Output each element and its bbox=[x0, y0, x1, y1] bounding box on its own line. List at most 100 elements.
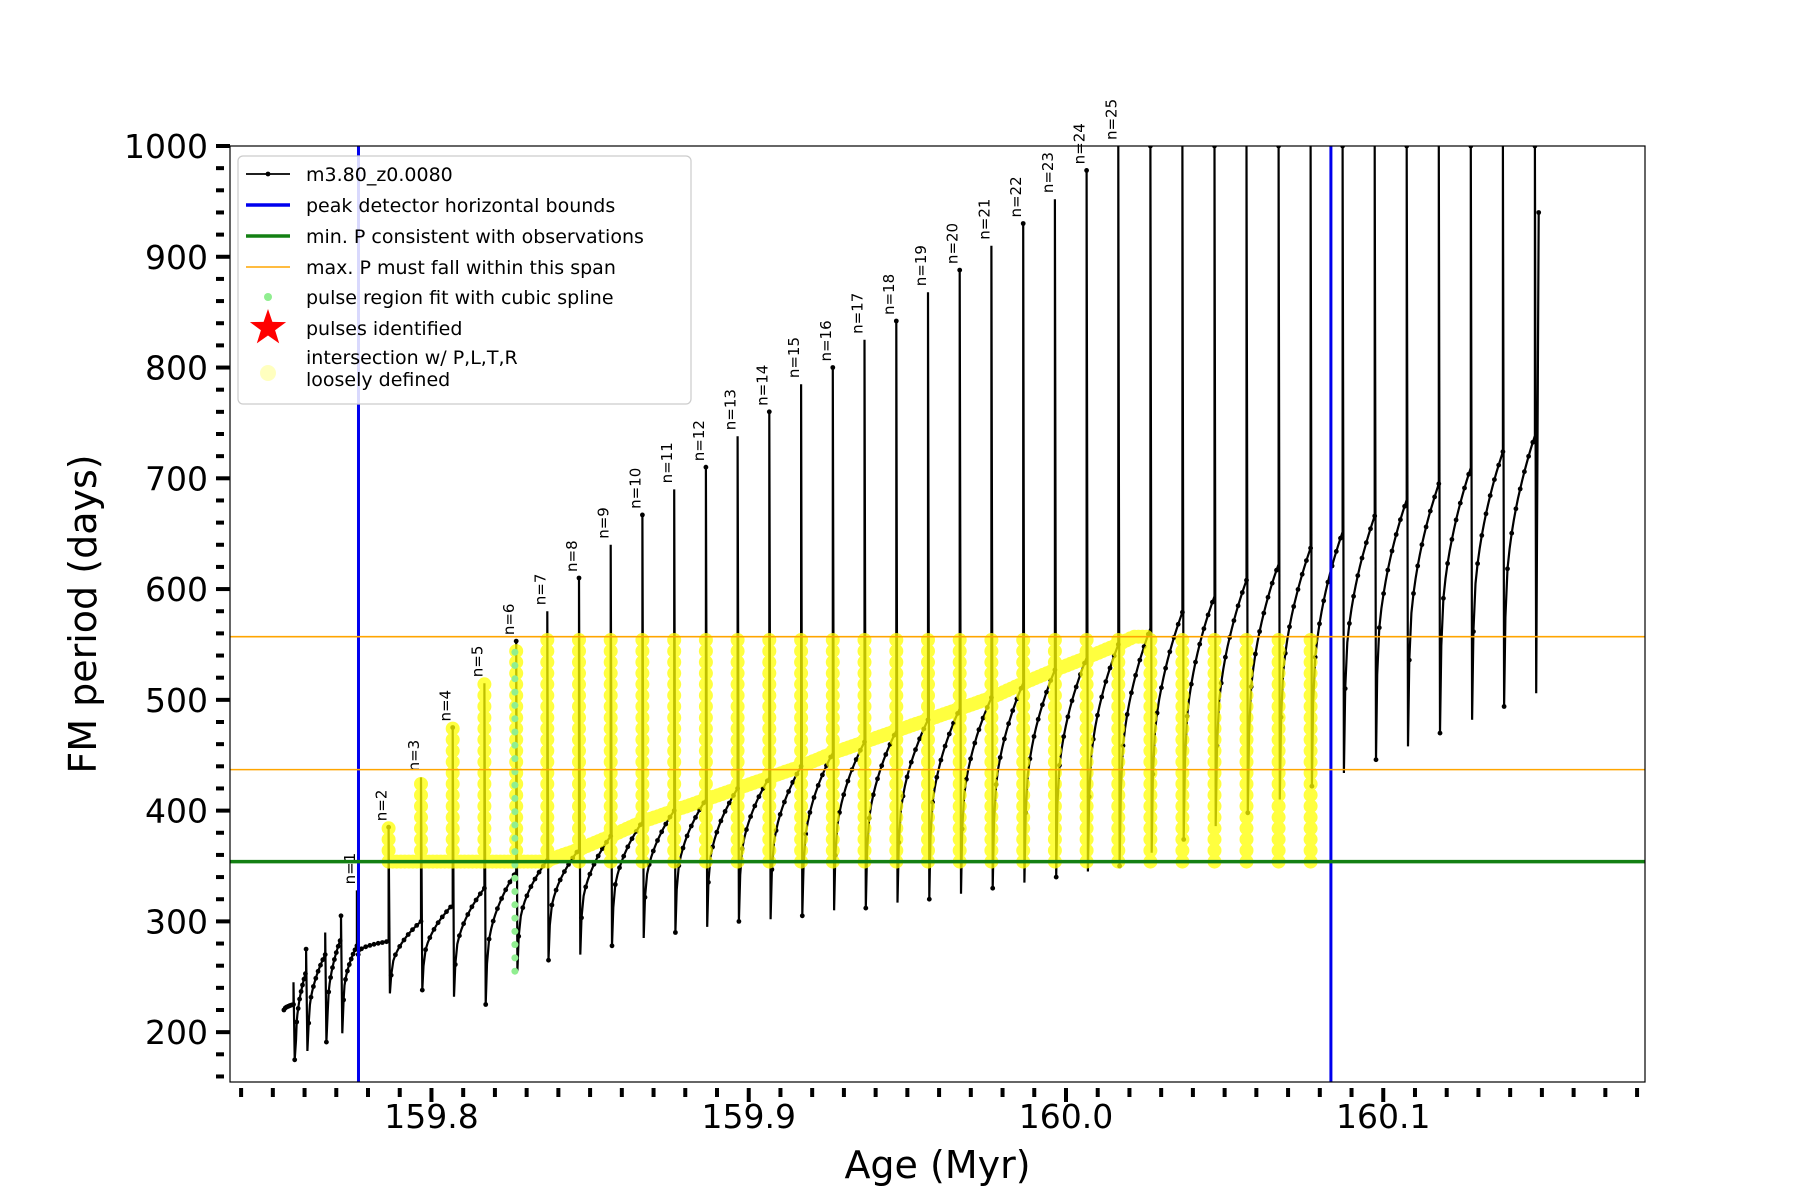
track-dot bbox=[1253, 651, 1258, 657]
intersection-dot bbox=[1271, 644, 1286, 659]
track-dot bbox=[1205, 612, 1211, 618]
intersection-dot bbox=[952, 799, 967, 814]
pulse-label: n=20 bbox=[944, 223, 962, 264]
x-axis-title: Age (Myr) bbox=[844, 1143, 1030, 1187]
track-dot bbox=[736, 919, 742, 924]
intersection-dot bbox=[984, 799, 999, 814]
track-dot bbox=[1084, 168, 1089, 173]
track-dot bbox=[562, 869, 567, 874]
intersection-dot bbox=[1239, 788, 1254, 803]
intersection-dot bbox=[635, 788, 650, 803]
intersection-dot bbox=[1271, 821, 1286, 836]
track-dot bbox=[308, 994, 314, 1000]
intersection-dot bbox=[1111, 677, 1126, 692]
intersection-dot bbox=[1239, 821, 1254, 836]
intersection-dot bbox=[1207, 843, 1222, 858]
intersection-dot bbox=[794, 699, 809, 714]
track-dot bbox=[1274, 567, 1279, 573]
intersection-dot bbox=[603, 633, 618, 647]
intersection-dot bbox=[794, 655, 809, 670]
track-dot bbox=[663, 821, 669, 827]
intersection-dot bbox=[540, 688, 555, 703]
intersection-dot bbox=[698, 655, 713, 670]
intersection-dot bbox=[414, 821, 428, 836]
legend-entry: peak detector horizontal bounds bbox=[246, 195, 615, 217]
intersection-dot bbox=[1111, 655, 1126, 670]
intersection-dot bbox=[1175, 777, 1190, 791]
intersection-dot bbox=[667, 732, 682, 747]
intersection-dot bbox=[540, 655, 555, 670]
intersection-dot bbox=[1079, 832, 1094, 847]
legend-entry: pulses identified bbox=[249, 309, 462, 344]
intersection-dot bbox=[698, 821, 713, 836]
track-dot bbox=[748, 814, 753, 819]
intersection-dot bbox=[603, 810, 618, 825]
track-dot bbox=[1373, 757, 1379, 763]
track-dot bbox=[423, 947, 428, 953]
pulse-label: n=2 bbox=[373, 790, 391, 822]
intersection-dot bbox=[1079, 810, 1094, 825]
y-tick-label: 900 bbox=[145, 238, 208, 277]
track-dot bbox=[448, 904, 453, 910]
intersection-dot bbox=[1239, 688, 1254, 703]
intersection-dot bbox=[635, 699, 650, 714]
intersection-dot bbox=[1016, 721, 1031, 736]
track-dot bbox=[968, 756, 973, 762]
intersection-dot bbox=[477, 710, 492, 725]
track-dot bbox=[303, 946, 309, 952]
intersection-dot bbox=[414, 788, 428, 803]
intersection-dot bbox=[984, 810, 999, 825]
intersection-dot bbox=[730, 655, 745, 670]
intersection-dot bbox=[762, 843, 777, 858]
intersection-dot bbox=[857, 754, 872, 769]
intersection-dot bbox=[1016, 821, 1031, 836]
spline-dot bbox=[511, 662, 519, 669]
spline-dot bbox=[511, 848, 519, 856]
intersection-dot bbox=[1303, 754, 1318, 769]
intersection-dot bbox=[635, 754, 650, 769]
track-dot bbox=[726, 800, 732, 806]
intersection-dot bbox=[1047, 777, 1062, 791]
intersection-dot bbox=[794, 821, 809, 836]
track-dot bbox=[1175, 621, 1181, 627]
intersection-dot bbox=[540, 732, 555, 747]
intersection-dot bbox=[952, 777, 967, 791]
track-dot bbox=[1308, 545, 1313, 551]
plot-frame bbox=[229, 145, 1646, 1083]
intersection-dot bbox=[825, 644, 840, 659]
intersection-dot bbox=[857, 677, 872, 692]
intersection-dot bbox=[857, 843, 872, 858]
track-dot bbox=[703, 464, 709, 470]
track-dot bbox=[375, 940, 381, 946]
intersection-dot bbox=[1143, 699, 1158, 714]
track-dot bbox=[1065, 714, 1071, 720]
track-dot bbox=[640, 512, 645, 518]
intersection-dot bbox=[921, 821, 935, 836]
intersection-dot bbox=[445, 832, 460, 847]
track-dot bbox=[893, 318, 899, 324]
track-dot bbox=[1129, 690, 1134, 696]
intersection-dot bbox=[540, 710, 555, 725]
intersection-dot bbox=[1207, 688, 1222, 703]
spline-dot bbox=[511, 941, 519, 949]
track-dot bbox=[444, 909, 449, 915]
track-dot bbox=[595, 853, 601, 859]
intersection-dot bbox=[762, 721, 777, 736]
pulse-label: n=5 bbox=[468, 646, 486, 678]
y-tick-label: 800 bbox=[145, 349, 208, 388]
intersection-dot bbox=[381, 843, 396, 858]
intersection-dot bbox=[1303, 832, 1318, 847]
x-tick-label: 160.1 bbox=[1336, 1097, 1430, 1136]
intersection-dot bbox=[603, 666, 618, 681]
intersection-dot bbox=[857, 666, 872, 681]
intersection-dot bbox=[730, 743, 745, 758]
intersection-dot bbox=[540, 666, 555, 681]
intersection-dot bbox=[1047, 843, 1062, 858]
track-dot bbox=[1201, 626, 1207, 632]
track-dot bbox=[1492, 477, 1497, 482]
intersection-dot bbox=[825, 810, 840, 825]
spline-dot bbox=[511, 781, 519, 789]
intersection-dot bbox=[1175, 633, 1190, 647]
track-dot bbox=[1325, 579, 1331, 585]
intersection-dot bbox=[445, 777, 460, 791]
